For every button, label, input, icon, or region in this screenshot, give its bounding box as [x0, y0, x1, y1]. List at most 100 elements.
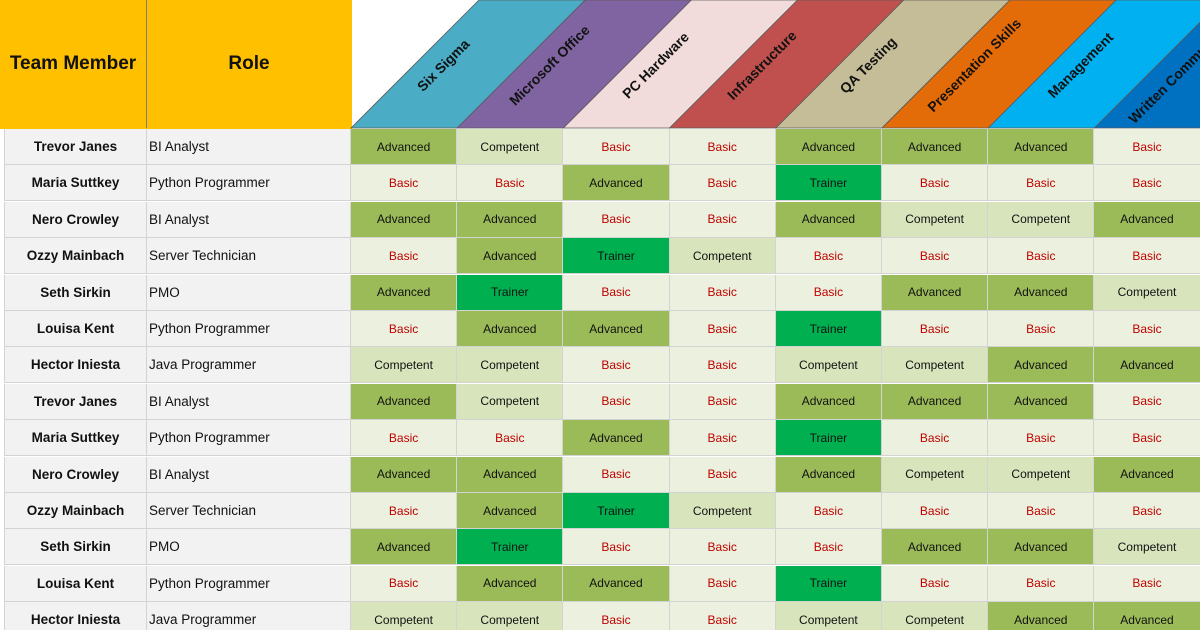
skill-level-cell[interactable]: Basic — [882, 493, 989, 529]
skill-level-cell[interactable]: Basic — [563, 456, 670, 493]
skill-level-cell[interactable]: Basic — [1094, 383, 1200, 420]
skill-level-cell[interactable]: Basic — [563, 201, 670, 238]
member-name-cell[interactable]: Maria Suttkey — [4, 165, 147, 202]
skill-level-cell[interactable]: Basic — [563, 347, 670, 384]
skill-level-cell[interactable]: Basic — [351, 311, 458, 347]
role-cell[interactable]: BI Analyst — [147, 456, 351, 493]
skill-level-cell[interactable]: Advanced — [457, 493, 564, 529]
role-cell[interactable]: Python Programmer — [147, 165, 351, 202]
skill-level-cell[interactable]: Basic — [669, 347, 776, 384]
role-cell[interactable]: PMO — [147, 529, 351, 566]
skill-header-qa-testing[interactable] — [774, 0, 1011, 129]
skill-level-cell[interactable]: Basic — [669, 456, 776, 493]
skill-level-cell[interactable]: Competent — [457, 602, 564, 630]
role-cell[interactable]: Server Technician — [147, 238, 351, 275]
member-name-cell[interactable]: Hector Iniesta — [4, 347, 147, 384]
member-name-cell[interactable]: Hector Iniesta — [4, 602, 147, 630]
skill-level-cell[interactable]: Competent — [988, 456, 1095, 493]
skill-level-cell[interactable]: Advanced — [988, 602, 1095, 630]
role-cell[interactable]: Python Programmer — [147, 420, 351, 457]
member-name-cell[interactable]: Louisa Kent — [4, 565, 147, 602]
role-cell[interactable]: Python Programmer — [147, 311, 351, 347]
skill-header-management[interactable] — [987, 0, 1200, 129]
skill-level-cell[interactable]: Competent — [457, 347, 564, 384]
member-name-cell[interactable]: Trevor Janes — [4, 129, 147, 165]
skill-level-cell[interactable]: Basic — [669, 529, 776, 566]
skill-level-cell[interactable]: Advanced — [563, 165, 670, 202]
skill-level-cell[interactable]: Basic — [882, 311, 989, 347]
skill-level-cell[interactable]: Advanced — [775, 201, 882, 238]
skill-level-cell[interactable]: Advanced — [457, 565, 564, 602]
skill-level-cell[interactable]: Trainer — [775, 165, 882, 202]
skill-level-cell[interactable]: Basic — [563, 274, 670, 311]
role-cell[interactable]: Python Programmer — [147, 565, 351, 602]
skill-level-cell[interactable]: Basic — [563, 529, 670, 566]
skill-level-cell[interactable]: Competent — [669, 238, 776, 275]
skill-level-cell[interactable]: Advanced — [1094, 347, 1200, 384]
skill-level-cell[interactable]: Basic — [669, 565, 776, 602]
skill-level-cell[interactable]: Advanced — [563, 565, 670, 602]
skill-level-cell[interactable]: Basic — [775, 529, 882, 566]
skill-level-cell[interactable]: Competent — [351, 347, 458, 384]
member-name-cell[interactable]: Maria Suttkey — [4, 420, 147, 457]
skill-level-cell[interactable]: Competent — [775, 602, 882, 630]
skill-level-cell[interactable]: Basic — [669, 201, 776, 238]
skill-level-cell[interactable]: Basic — [457, 420, 564, 457]
skill-level-cell[interactable]: Basic — [351, 238, 458, 275]
skill-header-written-communication[interactable] — [1093, 0, 1200, 129]
skill-level-cell[interactable]: Trainer — [775, 565, 882, 602]
skill-level-cell[interactable]: Competent — [457, 129, 564, 165]
skill-level-cell[interactable]: Advanced — [882, 129, 989, 165]
skill-header-presentation-skills[interactable] — [881, 0, 1117, 129]
member-name-cell[interactable]: Ozzy Mainbach — [4, 493, 147, 529]
skill-level-cell[interactable]: Basic — [669, 129, 776, 165]
skill-level-cell[interactable]: Competent — [1094, 274, 1200, 311]
skill-level-cell[interactable]: Advanced — [563, 311, 670, 347]
role-cell[interactable]: BI Analyst — [147, 201, 351, 238]
skill-level-cell[interactable]: Basic — [563, 602, 670, 630]
skill-level-cell[interactable]: Basic — [1094, 420, 1200, 457]
skill-level-cell[interactable]: Basic — [988, 420, 1095, 457]
skill-level-cell[interactable]: Competent — [988, 201, 1095, 238]
skill-level-cell[interactable]: Basic — [669, 602, 776, 630]
skill-level-cell[interactable]: Trainer — [775, 420, 882, 457]
skill-level-cell[interactable]: Basic — [988, 311, 1095, 347]
skill-level-cell[interactable]: Advanced — [457, 456, 564, 493]
skill-level-cell[interactable]: Advanced — [351, 129, 458, 165]
skill-level-cell[interactable]: Basic — [351, 493, 458, 529]
skill-level-cell[interactable]: Competent — [775, 347, 882, 384]
skill-level-cell[interactable]: Basic — [988, 238, 1095, 275]
skill-level-cell[interactable]: Trainer — [457, 529, 564, 566]
skill-level-cell[interactable]: Basic — [1094, 165, 1200, 202]
skill-level-cell[interactable]: Trainer — [563, 238, 670, 275]
skill-level-cell[interactable]: Basic — [669, 420, 776, 457]
skill-level-cell[interactable]: Basic — [775, 493, 882, 529]
skill-level-cell[interactable]: Trainer — [563, 493, 670, 529]
skill-level-cell[interactable]: Basic — [351, 565, 458, 602]
skill-level-cell[interactable]: Trainer — [457, 274, 564, 311]
skill-level-cell[interactable]: Competent — [1094, 529, 1200, 566]
header-team-member[interactable]: Team Member — [9, 53, 137, 74]
skill-level-cell[interactable]: Advanced — [563, 420, 670, 457]
skill-level-cell[interactable]: Advanced — [351, 529, 458, 566]
skill-level-cell[interactable]: Basic — [1094, 311, 1200, 347]
skill-level-cell[interactable]: Competent — [882, 201, 989, 238]
skill-level-cell[interactable]: Advanced — [457, 311, 564, 347]
skill-level-cell[interactable]: Basic — [1094, 129, 1200, 165]
skill-level-cell[interactable]: Competent — [351, 602, 458, 630]
role-cell[interactable]: PMO — [147, 274, 351, 311]
skill-level-cell[interactable]: Basic — [563, 383, 670, 420]
skill-level-cell[interactable]: Advanced — [351, 201, 458, 238]
skill-level-cell[interactable]: Basic — [988, 165, 1095, 202]
skill-level-cell[interactable]: Advanced — [1094, 201, 1200, 238]
skill-header-six-sigma[interactable] — [350, 0, 586, 129]
skill-level-cell[interactable]: Competent — [457, 383, 564, 420]
skill-level-cell[interactable]: Basic — [351, 165, 458, 202]
skill-level-cell[interactable]: Advanced — [775, 129, 882, 165]
skill-level-cell[interactable]: Basic — [669, 311, 776, 347]
member-name-cell[interactable]: Louisa Kent — [4, 311, 147, 347]
skill-level-cell[interactable]: Advanced — [351, 383, 458, 420]
skill-level-cell[interactable]: Basic — [882, 165, 989, 202]
skill-level-cell[interactable]: Basic — [882, 420, 989, 457]
skill-level-cell[interactable]: Basic — [669, 383, 776, 420]
